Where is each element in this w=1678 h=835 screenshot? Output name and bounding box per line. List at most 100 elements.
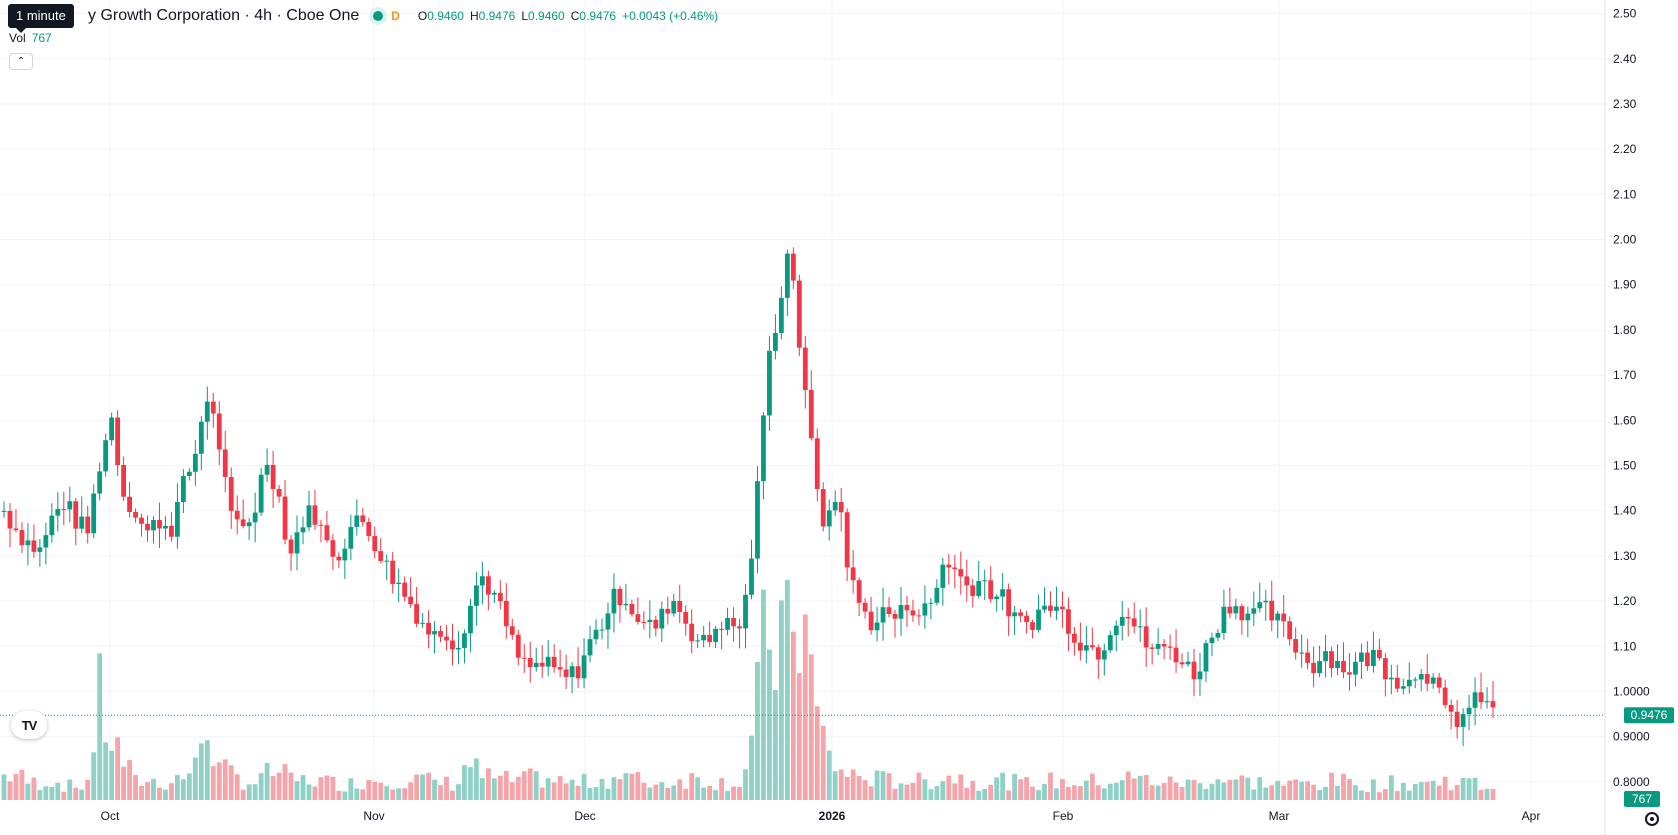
- candle-body: [1359, 652, 1364, 662]
- volume-bar: [1466, 778, 1472, 800]
- last-price-label: 0.9476: [1631, 708, 1668, 722]
- volume-bar: [1173, 782, 1179, 800]
- candle-body: [67, 501, 73, 510]
- volume-bar: [97, 653, 103, 800]
- candle-body: [509, 626, 515, 635]
- volume-bar: [1137, 775, 1143, 800]
- volume-bar: [55, 782, 61, 800]
- tradingview-logo-icon[interactable]: TV: [11, 711, 47, 739]
- time-axis[interactable]: Oct Nov Dec 2026 Feb Mar Apr: [101, 809, 1541, 823]
- collapse-legend-button[interactable]: ⌃: [9, 53, 33, 70]
- volume-bar: [593, 787, 599, 800]
- volume-bar: [874, 770, 880, 800]
- volume-bar: [342, 791, 348, 800]
- volume-bar: [671, 785, 677, 800]
- price-candles: [1, 247, 1496, 747]
- volume-bar: [587, 787, 593, 800]
- candle-body: [539, 662, 545, 667]
- candle-body: [73, 501, 79, 529]
- volume-bar: [832, 771, 838, 800]
- candle-body: [1257, 602, 1263, 609]
- candle-body: [605, 613, 611, 630]
- volume-bar: [844, 776, 850, 800]
- volume-bar: [91, 752, 97, 800]
- symbol-title[interactable]: y Growth Corporation · 4h · Cboe One: [88, 7, 360, 24]
- gear-icon[interactable]: [1645, 812, 1659, 826]
- candle-body: [1365, 652, 1370, 667]
- candle-body: [1311, 662, 1317, 674]
- candle-body: [1119, 616, 1125, 626]
- candle-body: [348, 526, 354, 549]
- candle-body: [1388, 677, 1394, 680]
- volume-bar: [1191, 780, 1197, 800]
- volume-bar: [1113, 782, 1119, 800]
- volume-bar: [1083, 780, 1089, 800]
- volume-bar: [1042, 784, 1047, 800]
- volume-bar: [1490, 789, 1496, 800]
- volume-bar: [121, 766, 126, 800]
- candle-body: [55, 509, 61, 516]
- candle-body: [916, 615, 922, 617]
- candle-body: [761, 415, 766, 482]
- volume-bar: [1460, 777, 1466, 800]
- candle-body: [37, 547, 43, 552]
- volume-bar: [192, 757, 198, 800]
- volume-bar: [1376, 792, 1382, 800]
- volume-bar: [725, 790, 730, 800]
- market-status-dot: [373, 11, 384, 21]
- candle-body: [378, 551, 384, 561]
- volume-bar: [163, 789, 168, 800]
- candle-body: [432, 631, 437, 635]
- volume-bar: [85, 779, 91, 800]
- volume-bar: [910, 782, 916, 800]
- volume-bar: [294, 781, 300, 800]
- volume-bar: [1072, 785, 1077, 800]
- price-axis[interactable]: 0.8000 0.9000 1.0000 1.10 1.20 1.30 1.40 1.50 1.…: [1613, 7, 1650, 789]
- candle-body: [300, 527, 306, 533]
- candle-body: [276, 488, 282, 497]
- ohlc-low-key: L: [521, 9, 529, 23]
- candle-body: [1215, 633, 1221, 638]
- volume-bar: [778, 600, 784, 800]
- volume-bar: [1233, 779, 1239, 800]
- candle-body: [1335, 660, 1340, 669]
- candle-body: [641, 621, 647, 623]
- volume-bar: [270, 775, 276, 800]
- volume-bar: [426, 772, 431, 800]
- candle-body: [545, 656, 551, 667]
- candle-body: [216, 413, 222, 450]
- volume-bar: [491, 778, 497, 800]
- volume-bar: [1263, 787, 1269, 800]
- candle-body: [1305, 652, 1311, 663]
- price-tick-label: 2.30: [1613, 97, 1637, 111]
- volume-bar: [503, 770, 509, 800]
- volume-bar: [683, 788, 689, 800]
- price-tick-label: 2.40: [1613, 52, 1637, 66]
- candle-body: [1072, 633, 1077, 643]
- candle-body: [240, 519, 246, 527]
- candle-body: [1012, 612, 1018, 617]
- interval-badge[interactable]: D: [391, 9, 400, 23]
- candle-body: [1466, 707, 1472, 715]
- volume-bar: [360, 789, 366, 800]
- candle-body: [773, 333, 778, 351]
- candle-body: [115, 417, 121, 465]
- volume-bar: [952, 783, 958, 800]
- ohlc-low-value: 0.9460: [528, 9, 565, 23]
- volume-bar: [1149, 785, 1155, 800]
- volume-bar: [868, 786, 874, 800]
- candle-body: [372, 536, 378, 552]
- candle-body: [294, 532, 300, 554]
- candle-body: [970, 585, 976, 596]
- volume-bar: [234, 774, 240, 800]
- volume-bar: [169, 783, 174, 800]
- candle-body: [1060, 606, 1065, 610]
- volume-bar: [372, 781, 378, 800]
- volume-bar: [408, 782, 414, 800]
- candle-body: [928, 602, 934, 604]
- candle-body: [946, 564, 952, 568]
- volume-bar: [157, 787, 162, 800]
- price-tick-label: 2.10: [1613, 187, 1637, 201]
- volume-bar: [581, 774, 587, 800]
